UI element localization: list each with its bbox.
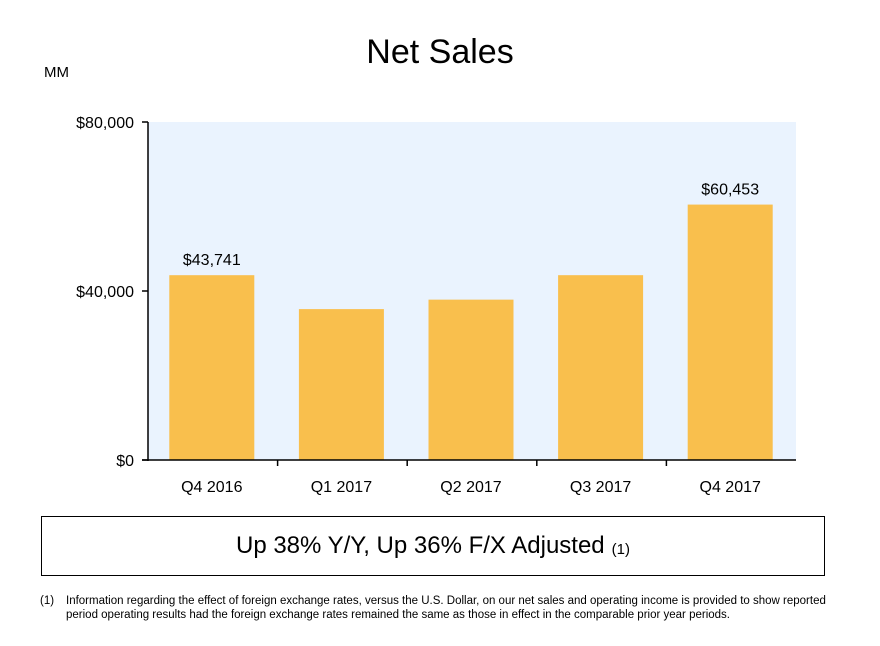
bar-3 (428, 299, 514, 460)
x-tick-label-1: Q4 2016 (181, 479, 242, 496)
summary-box: Up 38% Y/Y, Up 36% F/X Adjusted (1) (41, 516, 825, 576)
bar-1 (169, 275, 255, 460)
x-tick-label-5: Q4 2017 (700, 479, 761, 496)
y-tick-label-3: $80,000 (76, 115, 134, 132)
summary-text: Up 38% Y/Y, Up 36% F/X Adjusted (235, 532, 605, 559)
data-label-1: $43,741 (183, 252, 241, 269)
unit-label: MM (44, 64, 69, 81)
x-tick-label-2: Q1 2017 (311, 479, 372, 496)
y-tick-label-1: $0 (116, 453, 134, 470)
y-tick-label-2: $40,000 (76, 284, 134, 301)
bar-chart: $43,741 Q4 2016 Q1 2017 Q2 2017 Q3 2017 $60,4… (76, 115, 796, 496)
x-tick-label-3: Q2 2017 (440, 479, 501, 496)
bar-4 (558, 275, 644, 460)
bar-5 (687, 204, 773, 460)
chart-title: Net Sales (366, 33, 514, 71)
footnote-text: Information regarding the effect of fore… (66, 595, 826, 621)
footnote: (1) Information regarding the effect of … (40, 594, 860, 622)
footnote-marker: (1) (40, 595, 55, 607)
data-label-5: $60,453 (701, 182, 759, 199)
bar-2 (298, 309, 384, 460)
x-tick-label-4: Q3 2017 (570, 479, 631, 496)
summary-footnote-ref: (1) (611, 540, 630, 558)
